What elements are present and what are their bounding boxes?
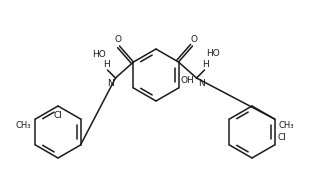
- Text: OH: OH: [181, 76, 194, 85]
- Text: H: H: [202, 60, 209, 69]
- Text: HO: HO: [207, 50, 220, 58]
- Text: O: O: [190, 35, 197, 44]
- Text: N: N: [107, 79, 114, 88]
- Text: O: O: [115, 35, 122, 44]
- Text: CH₃: CH₃: [16, 121, 32, 130]
- Text: Cl: Cl: [278, 133, 286, 142]
- Text: HO: HO: [92, 50, 105, 58]
- Text: H: H: [103, 60, 110, 69]
- Text: CH₃: CH₃: [279, 121, 294, 130]
- Text: N: N: [198, 79, 205, 88]
- Text: Cl: Cl: [54, 111, 62, 120]
